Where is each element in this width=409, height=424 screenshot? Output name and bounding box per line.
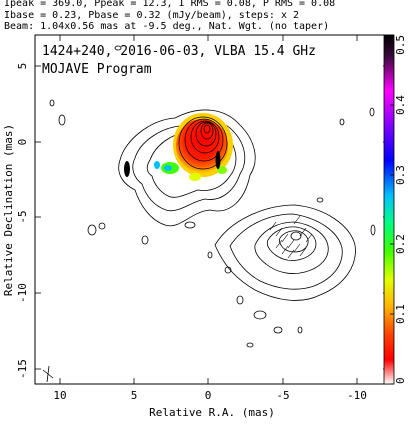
colorbar-tick-label: 0.5 bbox=[394, 35, 407, 55]
colorbar-tick-label: 0.4 bbox=[394, 95, 407, 115]
x-tick-label: -10 bbox=[347, 389, 367, 402]
colorbar-tick-label: 0.2 bbox=[394, 234, 407, 254]
x-tick-label: 10 bbox=[53, 389, 66, 402]
plot-subtitle: MOJAVE Program bbox=[42, 62, 152, 77]
y-axis-label: Relative Declination (mas) bbox=[2, 124, 15, 296]
source-emission bbox=[42, 45, 376, 383]
y-tick-label: -10 bbox=[16, 283, 29, 303]
y-tick-label: 0 bbox=[16, 139, 29, 146]
y-axis-ticks bbox=[35, 65, 389, 370]
colorbar bbox=[383, 34, 395, 385]
y-tick-label: -15 bbox=[16, 359, 29, 379]
x-tick-label: 5 bbox=[131, 389, 138, 402]
plot-title: 1424+240, 2016-06-03, VLBA 15.4 GHz bbox=[42, 44, 316, 59]
colorbar-tick-label: 0.3 bbox=[394, 165, 407, 185]
y-tick-label: -5 bbox=[16, 210, 29, 223]
x-axis-ticks bbox=[59, 35, 358, 384]
beam-marker bbox=[42, 365, 54, 383]
plot-frame bbox=[34, 34, 390, 385]
x-tick-label: 0 bbox=[205, 389, 212, 402]
colorbar-tick-label: 0 bbox=[394, 377, 407, 384]
header-line-beam: Beam: 1.04x0.56 mas at -9.5 deg., Nat. W… bbox=[4, 21, 330, 32]
x-axis-label: Relative R.A. (mas) bbox=[149, 406, 275, 419]
y-tick-label: 5 bbox=[16, 63, 29, 70]
header-line-peak: Ipeak = 369.0, Ppeak = 12.3, I RMS = 0.0… bbox=[4, 0, 336, 9]
x-tick-label: -5 bbox=[276, 389, 289, 402]
colorbar-tick-label: 0.1 bbox=[394, 304, 407, 324]
header-line-base: Ibase = 0.23, Pbase = 0.32 (mJy/beam), s… bbox=[4, 10, 300, 21]
